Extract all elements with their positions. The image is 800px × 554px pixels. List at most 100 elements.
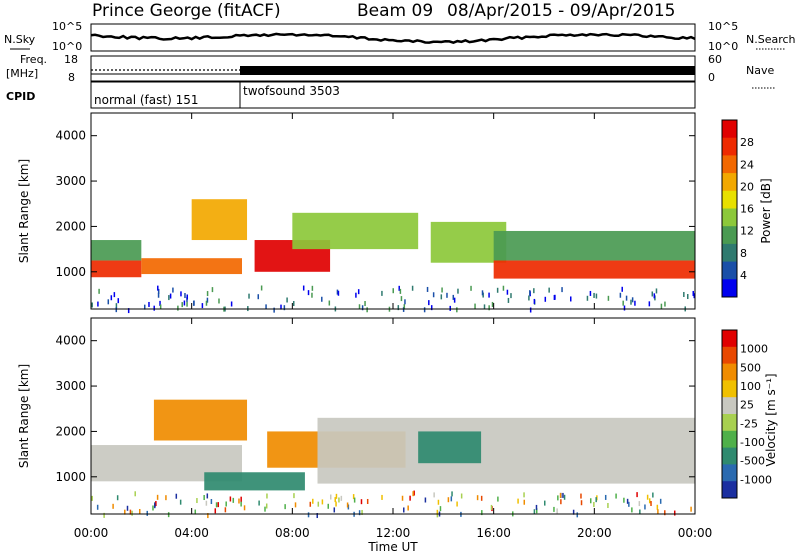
x-tick-label: 20:00 [577,526,612,540]
scatter-speck [115,307,118,313]
colorbar-swatch [722,137,737,156]
power-band [191,199,248,241]
scatter-speck [683,291,685,297]
scatter-speck [321,499,324,505]
beam-title: Beam 09 [357,1,433,21]
colorbar-swatch [722,208,737,227]
scatter-speck [311,285,314,291]
scatter-speck [366,498,369,504]
colorbar-frame [721,329,738,499]
scatter-speck [664,510,666,516]
scatter-speck [103,512,105,518]
scatter-speck [559,492,562,498]
scatter-speck [243,505,246,511]
scatter-speck [353,497,356,503]
scatter-speck [623,305,626,311]
date-range-title: 08/Apr/2015 - 09/Apr/2015 [447,1,675,21]
power-data [91,199,695,314]
scatter-speck [157,288,160,294]
scatter-speck [561,287,563,293]
scatter-speck [347,504,350,510]
scatter-speck [656,504,659,510]
colorbar-swatch [722,155,737,174]
scatter-speck [183,300,186,306]
nave-right-tick-high: 60 [708,53,722,66]
cpid-panel: CPID normal (fast) 151 twofsound 3503 [6,81,696,109]
scatter-speck [193,300,195,306]
y-tick-label: 2000 [55,424,86,438]
scatter-speck [491,301,494,307]
scatter-speck [127,308,130,314]
scatter-speck [352,494,355,500]
velocity-y-axis: 4000 3000 2000 1000 [55,334,695,484]
scatter-speck [693,293,695,299]
scatter-speck [529,290,531,296]
scatter-speck [134,491,136,497]
colorbar-swatch [722,120,737,139]
y-tick-label: 4000 [55,334,86,348]
scatter-speck [328,300,331,306]
scatter-speck [621,286,623,292]
scatter-speck [517,498,519,504]
scatter-speck [399,288,402,294]
scatter-speck [205,300,208,306]
colorbar-swatch [722,397,737,415]
colorbar-tick-label: 12 [740,225,754,238]
nave-right-tick-low: 0 [708,71,715,84]
scatter-speck [560,499,562,505]
scatter-speck [433,492,435,498]
scatter-speck [217,502,220,508]
y-tick-label: 3000 [55,174,86,188]
scatter-speck [626,498,629,504]
scatter-speck [311,292,313,298]
colorbar-tick-label: -500 [740,455,765,468]
cpid-label: CPID [6,90,35,103]
scatter-speck [412,491,414,497]
scatter-speck [366,307,368,313]
scatter-speck [595,497,597,503]
colorbar-tick-label: -25 [740,417,758,430]
scatter-speck [152,505,154,511]
scatter-speck [184,293,186,299]
scatter-speck [544,296,547,302]
scatter-speck [265,304,267,310]
scatter-speck [340,495,343,501]
scatter-speck [628,501,630,507]
scatter-speck [172,287,174,293]
scatter-speck [553,506,555,512]
scatter-speck [177,305,179,311]
scatter-speck [381,494,383,500]
scatter-speck [533,298,536,304]
cpid-mode-twofsound: twofsound 3503 [243,84,340,98]
scatter-speck [206,297,209,303]
scatter-speck [648,498,651,504]
colorbar-swatch [722,190,737,209]
x-tick-label: 12:00 [376,526,411,540]
colorbar-tick-label: 8 [740,247,747,260]
colorbar-swatch [722,414,737,432]
scatter-speck [260,285,263,291]
scatter-speck [506,289,509,295]
scatter-speck [497,496,499,502]
scatter-speck [436,512,439,518]
scatter-speck [309,501,312,507]
colorbar-tick-label: 100 [740,380,761,393]
scatter-speck [294,502,297,508]
scatter-speck [488,305,490,311]
scatter-speck [129,509,132,515]
noise-left-tick-low: 10^0 [52,40,82,53]
scatter-speck [181,302,183,308]
scatter-speck [451,491,453,497]
colorbar-swatch [722,226,737,245]
scatter-speck [631,297,634,303]
scatter-speck [337,290,340,296]
scatter-speck [589,498,592,504]
scatter-speck [673,510,676,516]
scatter-speck [659,498,662,504]
colorbar-tick-label: 24 [740,158,754,171]
scatter-speck [572,509,575,515]
scatter-speck [430,305,433,311]
scatter-speck [646,494,649,500]
scatter-speck [113,292,116,298]
scatter-speck [264,506,266,512]
